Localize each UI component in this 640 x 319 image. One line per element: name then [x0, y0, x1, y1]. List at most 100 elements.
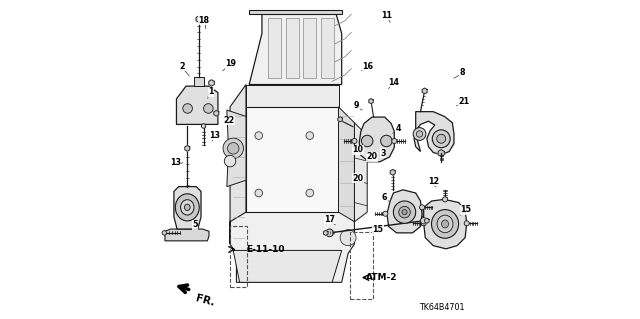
- Polygon shape: [359, 117, 394, 162]
- Bar: [303, 18, 316, 78]
- Circle shape: [227, 143, 239, 154]
- Circle shape: [399, 206, 410, 218]
- Circle shape: [413, 128, 426, 140]
- Polygon shape: [355, 123, 367, 222]
- Text: 22: 22: [223, 116, 235, 125]
- Text: 10: 10: [352, 145, 363, 154]
- Circle shape: [202, 124, 206, 128]
- Text: 20: 20: [366, 152, 377, 161]
- Text: 2: 2: [179, 62, 185, 71]
- Polygon shape: [338, 117, 342, 122]
- Circle shape: [255, 132, 262, 139]
- Polygon shape: [185, 145, 190, 151]
- Text: 14: 14: [388, 78, 399, 87]
- Text: 1: 1: [208, 87, 214, 96]
- Polygon shape: [246, 85, 339, 107]
- Circle shape: [394, 201, 416, 223]
- Circle shape: [223, 138, 243, 159]
- Circle shape: [442, 197, 447, 202]
- Text: 11: 11: [381, 11, 392, 20]
- Polygon shape: [414, 112, 454, 155]
- Polygon shape: [369, 99, 373, 104]
- Circle shape: [306, 132, 314, 139]
- Text: 13: 13: [209, 131, 220, 140]
- Polygon shape: [339, 107, 355, 222]
- Text: 8: 8: [459, 68, 465, 77]
- Circle shape: [340, 230, 356, 246]
- Polygon shape: [209, 80, 214, 86]
- Text: 15: 15: [372, 225, 383, 234]
- Polygon shape: [165, 229, 209, 241]
- Bar: [230, 226, 247, 287]
- Circle shape: [420, 205, 424, 210]
- Polygon shape: [214, 110, 219, 116]
- Circle shape: [417, 131, 422, 137]
- Polygon shape: [177, 86, 218, 124]
- Bar: [249, 10, 342, 14]
- Ellipse shape: [180, 200, 194, 215]
- Text: 13: 13: [170, 158, 180, 167]
- Polygon shape: [227, 110, 246, 187]
- Bar: [268, 18, 281, 78]
- Circle shape: [204, 104, 213, 113]
- Circle shape: [420, 218, 427, 224]
- Bar: [349, 232, 372, 299]
- Polygon shape: [422, 88, 427, 94]
- Circle shape: [402, 210, 407, 215]
- Text: ATM-2: ATM-2: [366, 273, 397, 282]
- Polygon shape: [230, 85, 246, 244]
- Text: 17: 17: [324, 215, 335, 224]
- Circle shape: [162, 231, 166, 235]
- Polygon shape: [420, 206, 435, 223]
- Text: 9: 9: [354, 101, 360, 110]
- Polygon shape: [230, 212, 355, 282]
- Circle shape: [392, 138, 397, 144]
- Bar: [321, 18, 333, 78]
- Circle shape: [306, 189, 314, 197]
- Text: 15: 15: [461, 205, 472, 214]
- Text: 18: 18: [198, 16, 209, 25]
- Text: 16: 16: [362, 62, 373, 71]
- Polygon shape: [233, 250, 342, 282]
- Polygon shape: [424, 199, 467, 249]
- Circle shape: [381, 135, 392, 147]
- Text: FR.: FR.: [194, 293, 215, 308]
- Polygon shape: [174, 187, 201, 229]
- Polygon shape: [246, 107, 339, 212]
- Polygon shape: [324, 230, 328, 235]
- Circle shape: [255, 189, 262, 197]
- Circle shape: [224, 155, 236, 167]
- Text: TK64B4701: TK64B4701: [419, 303, 465, 312]
- Circle shape: [436, 134, 445, 143]
- Circle shape: [326, 229, 333, 237]
- Circle shape: [362, 135, 373, 147]
- Bar: [286, 18, 299, 78]
- Polygon shape: [249, 11, 342, 85]
- Circle shape: [183, 104, 193, 113]
- Text: 12: 12: [429, 177, 440, 186]
- Text: 20: 20: [352, 174, 364, 182]
- Ellipse shape: [184, 204, 190, 211]
- Text: 5: 5: [192, 220, 198, 229]
- Text: E-11-10: E-11-10: [246, 245, 284, 254]
- Circle shape: [432, 130, 450, 148]
- Text: 21: 21: [458, 97, 469, 106]
- Polygon shape: [425, 218, 429, 223]
- Circle shape: [352, 138, 357, 144]
- Polygon shape: [438, 150, 444, 157]
- Polygon shape: [387, 190, 422, 233]
- Text: 19: 19: [225, 59, 236, 68]
- Text: 3: 3: [380, 149, 386, 158]
- Ellipse shape: [442, 220, 449, 228]
- Text: 4: 4: [396, 124, 401, 133]
- Bar: [194, 77, 204, 86]
- Circle shape: [421, 221, 426, 226]
- Polygon shape: [196, 16, 202, 22]
- Ellipse shape: [437, 215, 453, 233]
- Circle shape: [464, 221, 469, 226]
- Polygon shape: [390, 169, 396, 175]
- Ellipse shape: [431, 210, 459, 238]
- Text: 6: 6: [381, 193, 387, 202]
- Circle shape: [383, 211, 388, 216]
- Ellipse shape: [175, 194, 199, 221]
